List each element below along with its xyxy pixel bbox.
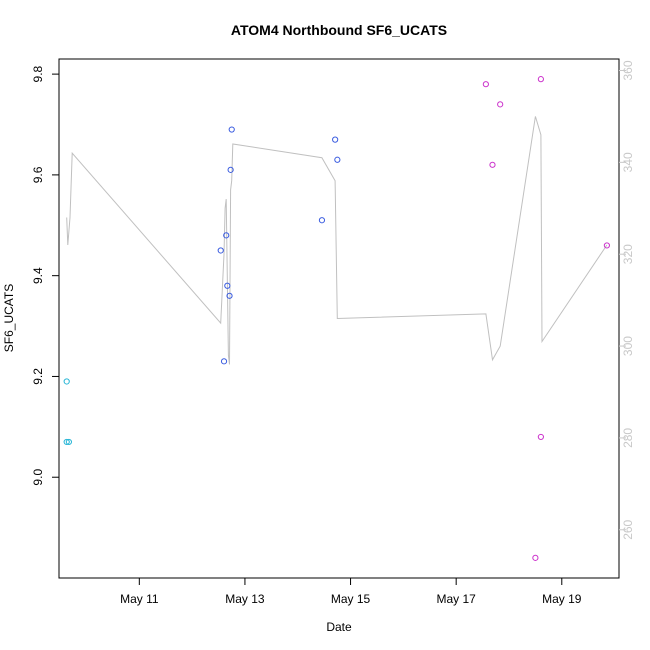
- data-point: [63, 438, 70, 446]
- x-axis: May 11 May 13 May 15 May 17 May 19: [120, 578, 582, 606]
- points-layer: [63, 76, 610, 561]
- y-tick-label: 9.2: [31, 368, 45, 385]
- data-point: [334, 156, 341, 163]
- x-tick-label: May 11: [120, 592, 159, 606]
- chart-title: ATOM4 Northbound SF6_UCATS: [231, 22, 447, 38]
- data-point: [332, 136, 339, 143]
- y2-tick-label: 340: [621, 152, 635, 172]
- x-axis-label: Date: [326, 620, 352, 634]
- data-point: [227, 166, 234, 173]
- plot-frame: [58, 58, 620, 579]
- line-layer: [66, 116, 608, 365]
- y2-axis: 260 280 300 320 340 360: [619, 60, 635, 540]
- y-tick-label: 9.0: [31, 469, 45, 486]
- data-point: [220, 358, 228, 365]
- y-axis: 9.0 9.2 9.4 9.6 9.8: [31, 65, 59, 486]
- x-tick-label: May 13: [225, 592, 265, 606]
- y-tick-label: 9.8: [31, 65, 45, 82]
- y2-tick-label: 360: [621, 60, 635, 80]
- y-tick-label: 9.4: [31, 267, 45, 284]
- x-tick-label: May 15: [331, 592, 371, 606]
- data-point: [228, 126, 235, 133]
- data-point: [497, 101, 504, 108]
- data-point: [65, 438, 73, 446]
- x-tick-label: May 17: [436, 592, 476, 606]
- data-point: [603, 242, 610, 249]
- x-tick-label: May 19: [542, 592, 582, 606]
- y2-tick-label: 260: [621, 519, 635, 539]
- y-tick-label: 9.6: [31, 166, 45, 183]
- data-point: [532, 554, 539, 561]
- data-point: [482, 81, 489, 88]
- data-point: [318, 217, 326, 224]
- data-point: [226, 292, 233, 299]
- data-point: [224, 282, 231, 289]
- data-point: [63, 378, 70, 385]
- data-point: [537, 433, 544, 441]
- y2-tick-label: 280: [621, 428, 635, 448]
- y2-tick-label: 320: [621, 244, 635, 264]
- y2-tick-label: 300: [621, 336, 635, 356]
- y-axis-label: SF6_UCATS: [2, 284, 16, 352]
- data-point: [217, 247, 224, 254]
- data-point: [489, 161, 496, 168]
- data-point: [223, 232, 230, 239]
- data-point: [537, 76, 544, 83]
- line-series: [66, 116, 608, 365]
